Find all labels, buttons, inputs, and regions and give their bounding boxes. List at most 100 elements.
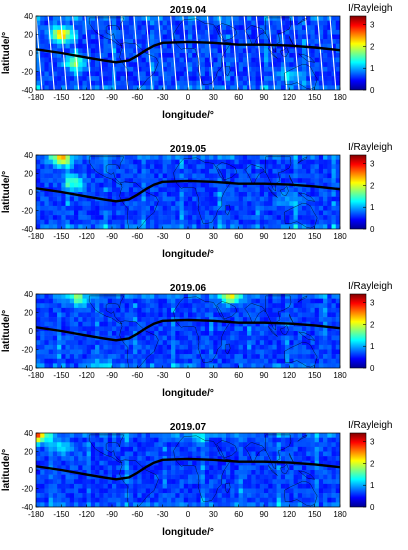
heat-cell	[107, 159, 113, 165]
heat-cell	[36, 298, 41, 304]
heat-cell	[95, 340, 100, 346]
heat-cell	[285, 294, 290, 299]
heat-cell	[238, 43, 244, 49]
heat-cell	[78, 57, 83, 63]
heat-cell	[302, 29, 307, 35]
heat-cell	[158, 16, 163, 21]
heat-cell	[259, 62, 265, 68]
heat-cell	[331, 43, 337, 49]
heat-cell	[251, 192, 256, 197]
heat-cell	[234, 433, 239, 438]
heat-cell	[280, 312, 286, 318]
heat-cell	[120, 460, 125, 466]
heat-cell	[48, 155, 54, 160]
heat-cell	[226, 62, 231, 68]
heat-cell	[183, 192, 189, 197]
heat-cell	[255, 331, 261, 336]
heat-cell	[255, 224, 261, 229]
heat-cell	[99, 205, 104, 211]
heat-cell	[293, 178, 299, 184]
heat-cell	[306, 363, 311, 368]
heat-cell	[327, 196, 332, 202]
heat-cell	[86, 48, 92, 54]
heat-cell	[297, 178, 303, 184]
heat-cell	[44, 456, 49, 462]
heat-cell	[86, 470, 92, 475]
heat-cell	[103, 53, 109, 58]
heat-cell	[259, 317, 265, 323]
heat-cell	[48, 29, 54, 35]
heat-cell	[78, 488, 83, 494]
heat-cell	[209, 298, 214, 304]
heat-cell	[57, 363, 62, 368]
heat-cell	[61, 298, 66, 304]
heat-cell	[61, 340, 66, 346]
heat-cell	[48, 479, 54, 485]
heat-cell	[103, 34, 109, 40]
heat-cell	[196, 488, 201, 494]
heat-cell	[154, 483, 159, 489]
heat-cell	[200, 201, 206, 207]
heat-cell	[209, 201, 214, 207]
heat-cell	[285, 57, 290, 63]
heat-cell	[310, 326, 315, 332]
heat-cell	[285, 326, 290, 332]
heat-cell	[128, 20, 134, 26]
heat-cell	[99, 20, 104, 26]
heat-cell	[128, 497, 134, 503]
heat-cell	[226, 76, 231, 82]
heat-cell	[86, 331, 92, 336]
heat-cell	[141, 312, 147, 318]
heat-cell	[318, 437, 324, 443]
heat-cell	[40, 307, 45, 313]
heat-cell	[204, 312, 210, 318]
heat-cell	[74, 43, 79, 49]
heat-cell	[150, 57, 155, 63]
heat-cell	[234, 358, 239, 364]
heat-cell	[272, 451, 277, 457]
heat-cell	[158, 294, 163, 299]
heat-cell	[234, 187, 239, 193]
heat-cell	[331, 358, 337, 364]
heat-cell	[158, 29, 163, 35]
heat-cell	[280, 80, 286, 86]
heat-cell	[183, 493, 189, 499]
heat-cell	[116, 326, 121, 332]
heat-cell	[297, 53, 303, 58]
heat-cell	[124, 224, 130, 229]
heat-cell	[272, 442, 277, 448]
x-tick-label: 150	[308, 371, 322, 380]
heat-cell	[196, 474, 201, 480]
heat-cell	[99, 349, 104, 355]
heat-cell	[192, 479, 197, 485]
heat-cell	[158, 456, 163, 462]
heat-cell	[217, 215, 223, 221]
heat-cell	[36, 53, 41, 58]
heat-cell	[247, 53, 252, 58]
heat-cell	[221, 25, 227, 31]
heat-cell	[255, 354, 261, 360]
heat-cell	[285, 446, 290, 452]
heat-cell	[213, 57, 218, 63]
heat-cell	[103, 479, 109, 485]
heat-cell	[74, 460, 79, 466]
heat-cell	[310, 298, 315, 304]
heat-cell	[65, 442, 71, 448]
heat-cell	[95, 201, 100, 207]
heat-cell	[107, 155, 113, 160]
heat-cell	[141, 196, 147, 202]
x-tick-label: -90	[106, 510, 118, 519]
heat-cell	[141, 80, 147, 86]
heat-cell	[74, 465, 79, 471]
heat-cell	[103, 331, 109, 336]
heat-cell	[90, 317, 96, 323]
heat-cell	[69, 335, 75, 341]
heat-cell	[103, 497, 109, 503]
heat-cell	[52, 335, 58, 341]
heat-cell	[293, 354, 299, 360]
heat-cell	[213, 451, 218, 457]
heat-cell	[234, 335, 239, 341]
heat-cell	[306, 210, 311, 216]
swath-gap	[292, 16, 300, 90]
heat-cell	[204, 168, 210, 174]
